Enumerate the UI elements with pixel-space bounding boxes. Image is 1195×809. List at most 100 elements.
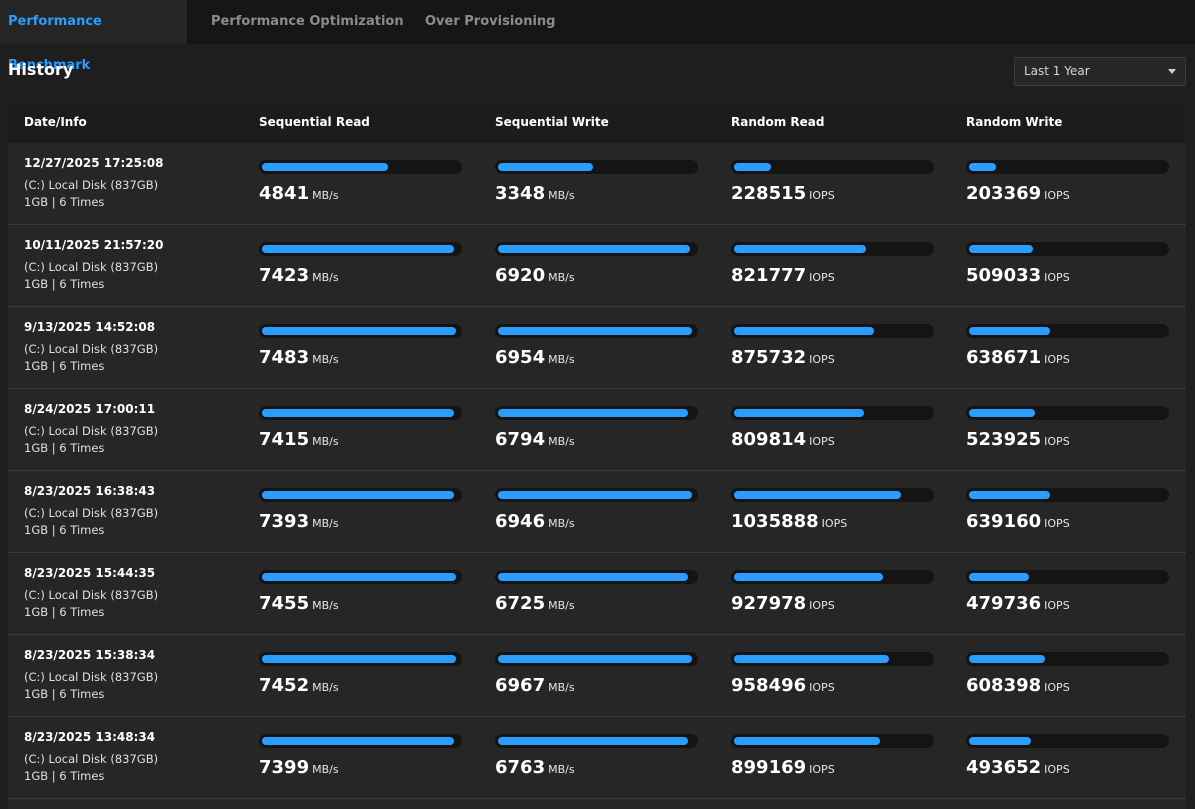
- random-write-value: 479736 IOPS: [966, 593, 1070, 614]
- random-write-unit: IOPS: [1044, 271, 1070, 284]
- sequential-write-bar: [495, 734, 698, 748]
- random-write-value: 638671 IOPS: [966, 347, 1070, 368]
- table-row[interactable]: 10/11/2025 21:57:20 (C:) Local Disk (837G…: [8, 225, 1186, 307]
- sequential-read-unit: MB/s: [312, 517, 339, 530]
- sequential-write-bar: [495, 570, 698, 584]
- random-read-unit: IOPS: [809, 189, 835, 202]
- sequential-write-bar: [495, 406, 698, 420]
- sequential-write-number: 6946: [495, 511, 546, 532]
- table-row[interactable]: 8/24/2025 17:00:11 (C:) Local Disk (837GB…: [8, 389, 1186, 471]
- random-write-value: 493652 IOPS: [966, 757, 1070, 778]
- sequential-read-bar: [259, 160, 462, 174]
- sequential-write-unit: MB/s: [548, 435, 575, 448]
- random-read-unit: IOPS: [809, 681, 835, 694]
- sequential-read-unit: MB/s: [312, 435, 339, 448]
- random-read-value: 809814 IOPS: [731, 429, 835, 450]
- tab-over-provisioning[interactable]: Over Provisioning: [425, 14, 556, 29]
- random-read-unit: IOPS: [821, 517, 848, 530]
- sequential-write-bar-fill: [498, 573, 688, 581]
- sequential-write-value: 6954 MB/s: [495, 347, 575, 368]
- random-read-bar: [731, 406, 934, 420]
- sequential-read-unit: MB/s: [312, 681, 339, 694]
- sequential-write-cell: 6920 MB/s: [495, 225, 698, 307]
- random-write-value: 608398 IOPS: [966, 675, 1070, 696]
- random-write-value: 639160 IOPS: [966, 511, 1070, 532]
- sequential-write-number: 6920: [495, 265, 546, 286]
- random-read-unit: IOPS: [809, 353, 835, 366]
- row-date: 8/23/2025 13:48:34: [24, 730, 156, 744]
- random-read-bar-fill: [734, 655, 889, 663]
- row-test-size: 1GB | 6 Times: [24, 687, 105, 701]
- random-read-number: 228515: [731, 183, 807, 204]
- random-read-value: 958496 IOPS: [731, 675, 835, 696]
- random-read-unit: IOPS: [809, 599, 835, 612]
- sequential-read-number: 7415: [259, 429, 310, 450]
- random-write-unit: IOPS: [1044, 189, 1070, 202]
- sequential-read-cell: 7399 MB/s: [259, 717, 462, 799]
- random-read-cell: 958496 IOPS: [731, 635, 934, 717]
- sequential-write-number: 6794: [495, 429, 546, 450]
- row-disk: (C:) Local Disk (837GB): [24, 670, 159, 684]
- random-read-bar-fill: [734, 245, 866, 253]
- sequential-write-unit: MB/s: [548, 599, 575, 612]
- time-range-select[interactable]: Last 1 Year: [1014, 57, 1186, 86]
- sequential-read-unit: MB/s: [312, 599, 339, 612]
- sequential-read-number: 7452: [259, 675, 310, 696]
- random-read-bar: [731, 160, 934, 174]
- sequential-read-bar-fill: [262, 737, 454, 745]
- sequential-read-number: 7455: [259, 593, 310, 614]
- sequential-write-bar-fill: [498, 409, 688, 417]
- sequential-read-value: 7423 MB/s: [259, 265, 339, 286]
- random-read-bar-fill: [734, 573, 883, 581]
- random-write-bar: [966, 242, 1169, 256]
- random-write-number: 639160: [966, 511, 1042, 532]
- random-read-number: 899169: [731, 757, 807, 778]
- column-header-date-info: Date/Info: [24, 115, 87, 129]
- time-range-value: Last 1 Year: [1024, 64, 1090, 78]
- sequential-read-cell: 7483 MB/s: [259, 307, 462, 389]
- row-date: 8/24/2025 17:00:11: [24, 402, 156, 416]
- row-date: 8/23/2025 15:44:35: [24, 566, 156, 580]
- random-write-bar-fill: [969, 573, 1029, 581]
- random-read-number: 875732: [731, 347, 807, 368]
- random-write-cell: 479736 IOPS: [966, 553, 1169, 635]
- random-write-bar-fill: [969, 655, 1045, 663]
- table-row[interactable]: 8/23/2025 15:44:35 (C:) Local Disk (837GB…: [8, 553, 1186, 635]
- random-write-bar-fill: [969, 737, 1031, 745]
- table-row[interactable]: 8/23/2025 16:38:43 (C:) Local Disk (837GB…: [8, 471, 1186, 553]
- column-header-sequential-write: Sequential Write: [495, 115, 609, 129]
- sequential-read-bar: [259, 324, 462, 338]
- sequential-write-value: 6946 MB/s: [495, 511, 575, 532]
- sequential-read-bar: [259, 406, 462, 420]
- sequential-write-bar: [495, 488, 698, 502]
- sequential-read-unit: MB/s: [312, 189, 339, 202]
- sequential-write-bar: [495, 242, 698, 256]
- random-read-bar: [731, 242, 934, 256]
- column-header-random-read: Random Read: [731, 115, 825, 129]
- tab-performance-optimization[interactable]: Performance Optimization: [211, 14, 404, 29]
- row-disk: (C:) Local Disk (837GB): [24, 752, 159, 766]
- random-read-cell: 899169 IOPS: [731, 717, 934, 799]
- random-read-cell: 809814 IOPS: [731, 389, 934, 471]
- row-date: 10/11/2025 21:57:20: [24, 238, 164, 252]
- random-read-bar: [731, 570, 934, 584]
- sequential-read-cell: 7455 MB/s: [259, 553, 462, 635]
- table-row[interactable]: 12/27/2025 17:25:08 (C:) Local Disk (837G…: [8, 143, 1186, 225]
- random-write-number: 638671: [966, 347, 1042, 368]
- table-row[interactable]: 9/13/2025 14:52:08 (C:) Local Disk (837GB…: [8, 307, 1186, 389]
- sequential-write-unit: MB/s: [548, 763, 575, 776]
- table-row[interactable]: 8/23/2025 13:48:34 (C:) Local Disk (837GB…: [8, 717, 1186, 799]
- sequential-read-value: 7452 MB/s: [259, 675, 339, 696]
- row-disk: (C:) Local Disk (837GB): [24, 260, 159, 274]
- sequential-read-bar-fill: [262, 573, 456, 581]
- sequential-write-unit: MB/s: [548, 353, 575, 366]
- random-write-unit: IOPS: [1044, 763, 1070, 776]
- random-write-bar: [966, 652, 1169, 666]
- sequential-read-bar-fill: [262, 327, 456, 335]
- tab-performance-benchmark[interactable]: Performance Benchmark: [0, 0, 187, 73]
- sequential-read-bar-fill: [262, 409, 454, 417]
- random-read-cell: 821777 IOPS: [731, 225, 934, 307]
- table-row[interactable]: 8/23/2025 15:38:34 (C:) Local Disk (837GB…: [8, 635, 1186, 717]
- random-read-bar: [731, 324, 934, 338]
- random-write-bar-fill: [969, 409, 1035, 417]
